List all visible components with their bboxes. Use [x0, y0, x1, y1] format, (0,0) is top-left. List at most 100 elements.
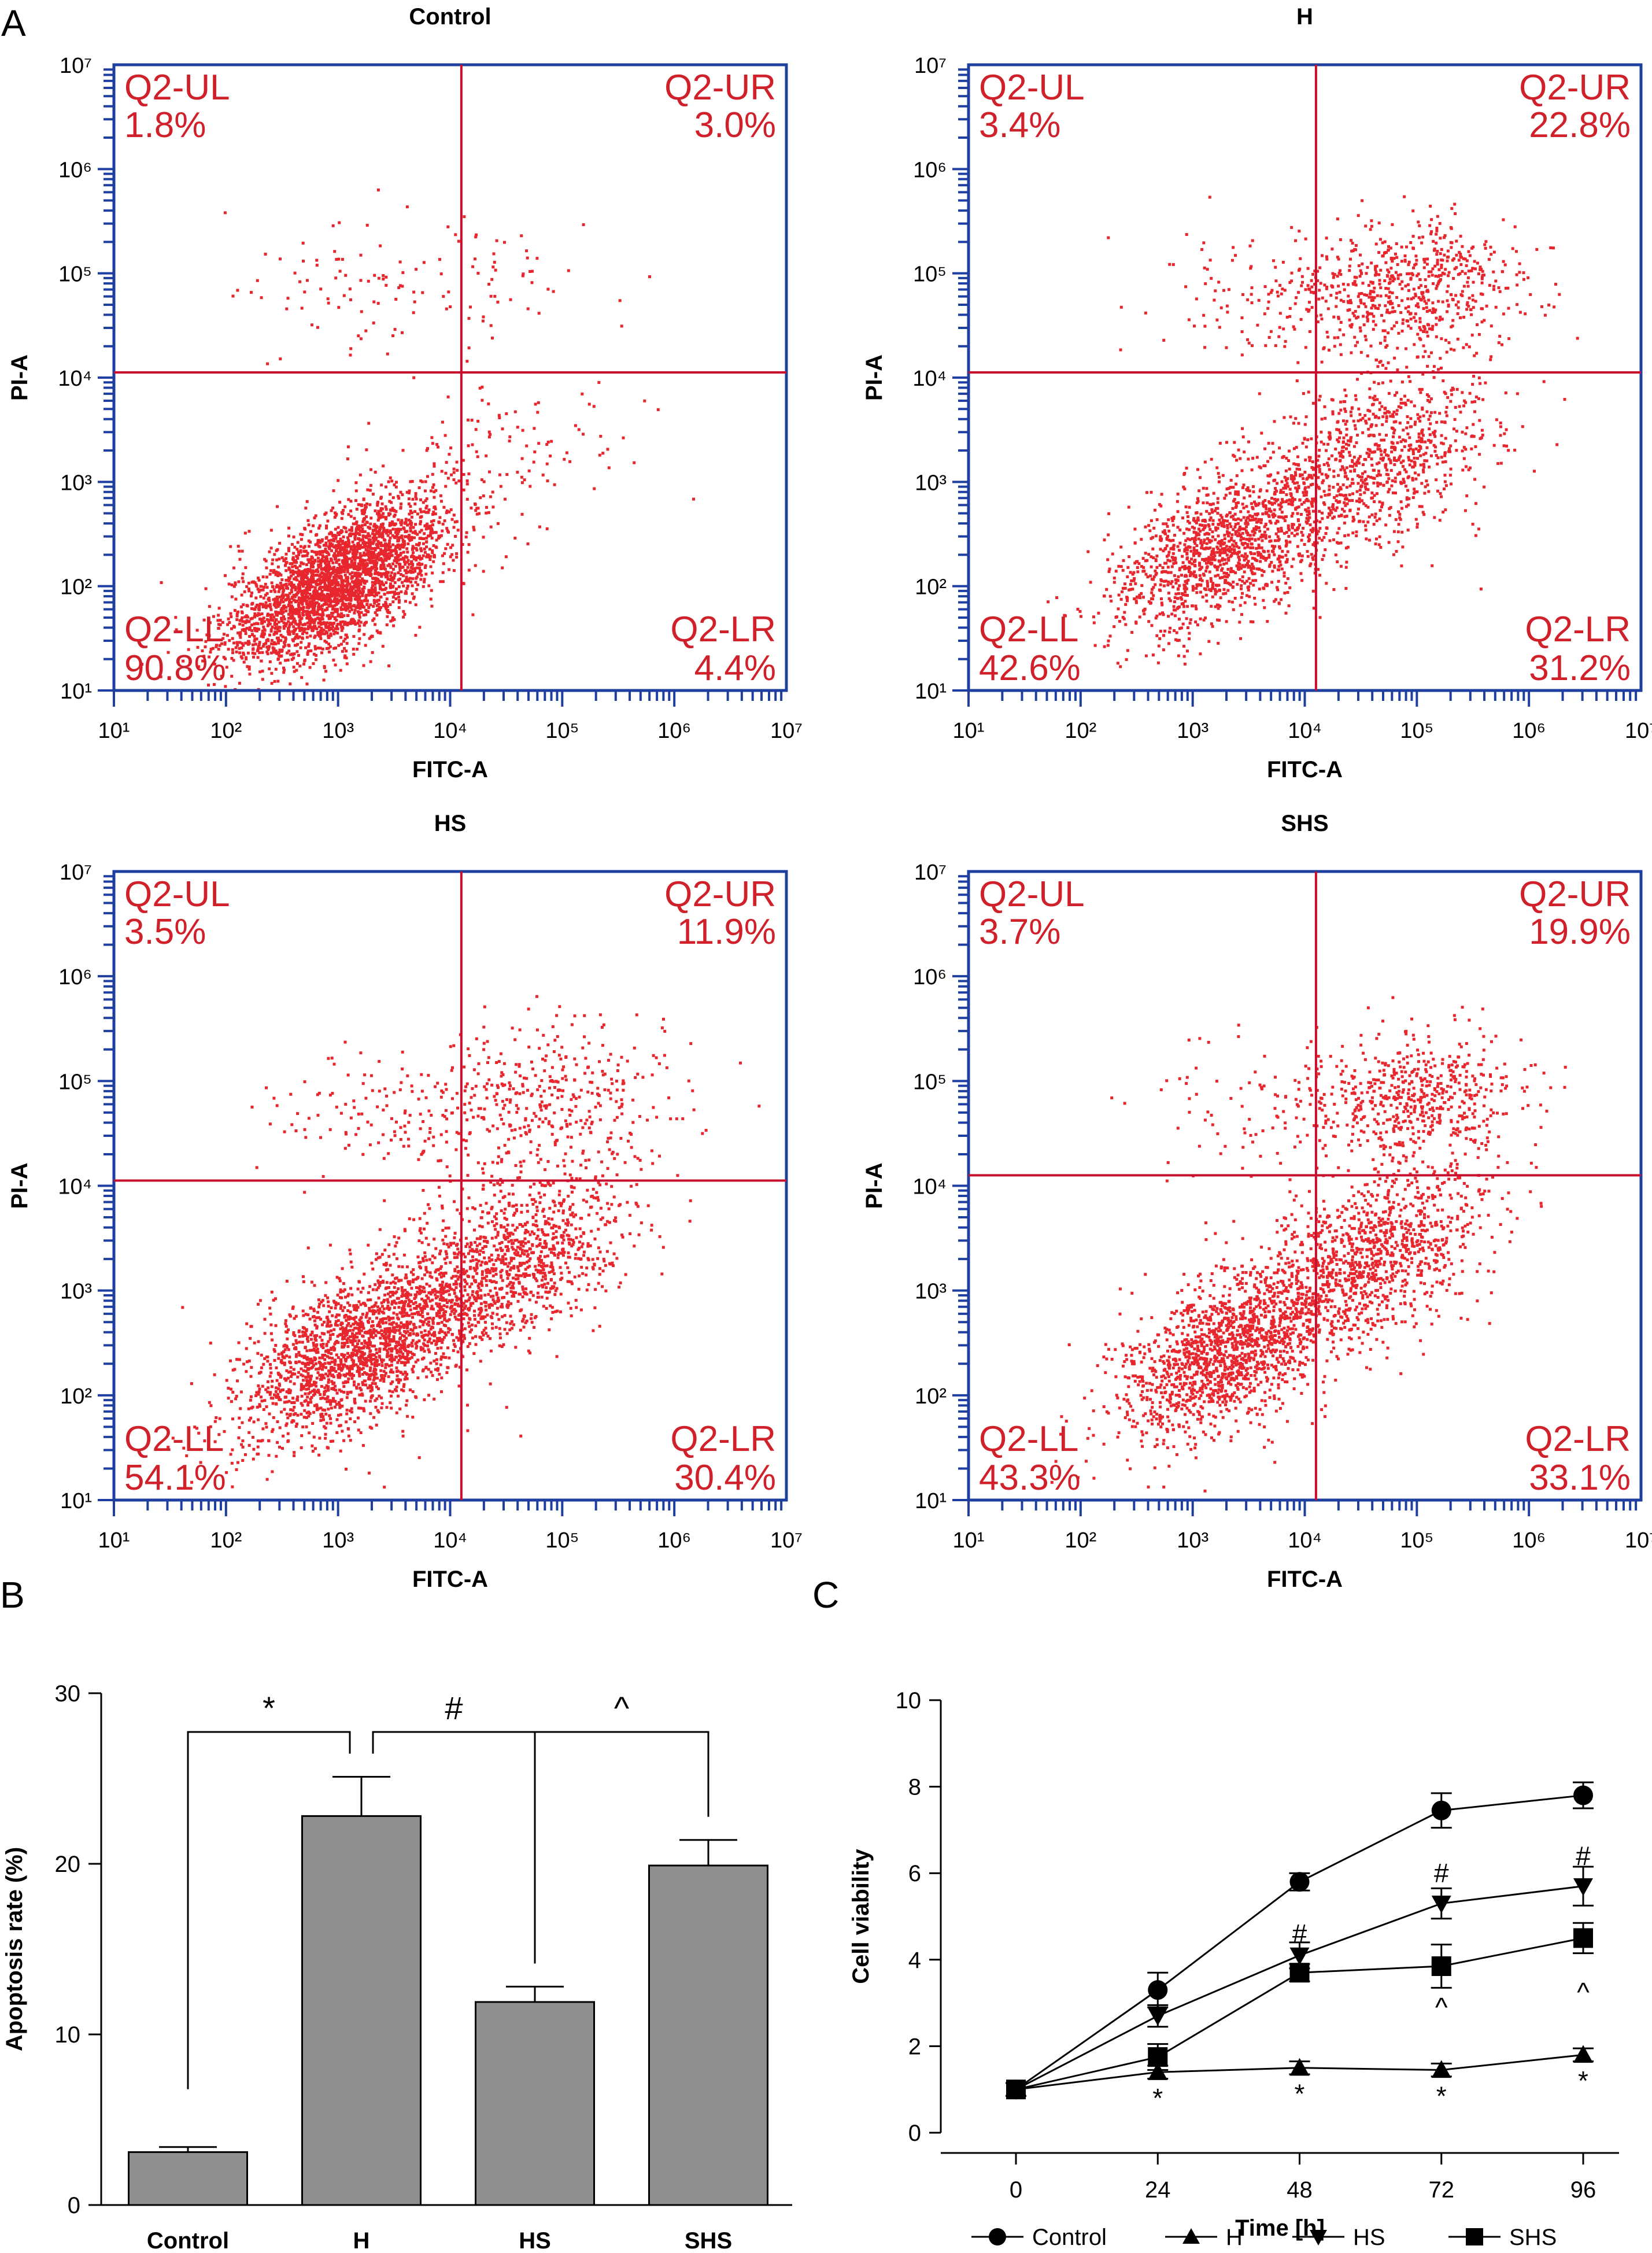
event-dot: [376, 504, 379, 507]
event-dot: [346, 597, 350, 600]
event-dot: [1160, 601, 1163, 605]
event-dot: [240, 610, 243, 614]
event-dot: [1092, 615, 1095, 619]
event-dot: [1208, 562, 1212, 564]
event-dot: [284, 578, 288, 582]
event-dot: [520, 234, 523, 238]
event-dot: [1277, 557, 1281, 560]
event-dot: [232, 641, 236, 645]
event-dot: [421, 291, 424, 294]
event-dot: [1280, 567, 1284, 571]
event-dot: [326, 578, 330, 581]
event-dot: [321, 571, 324, 575]
event-dot: [419, 510, 423, 514]
event-dot: [321, 613, 325, 616]
event-dot: [280, 619, 283, 623]
event-dot: [1322, 463, 1326, 466]
event-dot: [1236, 552, 1239, 556]
event-dot: [1246, 486, 1250, 489]
event-dot: [1260, 554, 1263, 557]
event-dot: [1353, 468, 1357, 471]
event-dot: [536, 411, 539, 414]
event-dot: [1167, 597, 1171, 600]
event-dot: [393, 513, 397, 516]
event-dot: [361, 538, 364, 541]
event-dot: [1225, 620, 1228, 623]
event-dot: [1367, 455, 1370, 459]
event-dot: [397, 518, 400, 522]
event-dot: [314, 543, 317, 546]
event-dot: [368, 489, 372, 492]
event-dot: [280, 586, 284, 589]
event-dot: [332, 622, 336, 625]
event-dot: [1307, 485, 1310, 489]
event-dot: [304, 610, 307, 613]
quadrant-name: Q2-LL: [124, 610, 224, 649]
event-dot: [497, 413, 501, 417]
event-dot: [1106, 644, 1110, 647]
event-dot: [349, 515, 353, 518]
event-dot: [300, 576, 304, 579]
event-dot: [1343, 468, 1346, 472]
event-dot: [508, 435, 512, 438]
event-dot: [1214, 592, 1217, 596]
event-dot: [349, 547, 353, 551]
event-dot: [306, 552, 309, 555]
event-dot: [356, 537, 360, 540]
event-dot: [264, 601, 268, 604]
event-dot: [1275, 489, 1278, 493]
event-dot: [359, 556, 362, 560]
event-dot: [393, 328, 397, 331]
event-dot: [339, 548, 343, 551]
event-dot: [376, 500, 380, 504]
event-dot: [282, 600, 285, 604]
event-dot: [358, 595, 361, 599]
event-dot: [1123, 611, 1126, 614]
event-dot: [496, 300, 500, 304]
event-dot: [1184, 539, 1188, 542]
event-dot: [248, 626, 252, 629]
event-dot: [1258, 496, 1261, 499]
event-dot: [289, 604, 292, 607]
event-dot: [429, 529, 433, 533]
event-dot: [174, 616, 178, 619]
event-dot: [365, 541, 368, 545]
event-dot: [1218, 548, 1222, 552]
event-dot: [369, 468, 372, 471]
event-dot: [273, 601, 276, 604]
event-dot: [269, 569, 272, 573]
panel-label-b: B: [0, 1574, 25, 1616]
event-dot: [404, 530, 407, 533]
event-dot: [415, 497, 418, 501]
event-dot: [363, 551, 366, 555]
event-dot: [232, 626, 236, 629]
event-dot: [363, 504, 367, 507]
event-dot: [400, 523, 403, 526]
event-dot: [219, 623, 222, 626]
event-dot: [1399, 500, 1403, 504]
event-dot: [1176, 526, 1180, 529]
event-dot: [1448, 450, 1452, 453]
event-dot: [402, 551, 405, 554]
event-dot: [319, 563, 323, 566]
event-dot: [1133, 597, 1136, 600]
event-dot: [317, 566, 320, 569]
event-dot: [565, 451, 568, 455]
event-dot: [1280, 501, 1283, 505]
event-dot: [1192, 519, 1195, 522]
event-dot: [316, 647, 320, 650]
event-dot: [277, 590, 280, 593]
event-dot: [1304, 508, 1307, 512]
event-dot: [656, 408, 660, 411]
event-dot: [1221, 474, 1225, 477]
event-dot: [320, 622, 324, 625]
event-dot: [412, 551, 415, 555]
event-dot: [412, 526, 415, 529]
event-dot: [1125, 658, 1128, 662]
event-dot: [1262, 557, 1266, 560]
event-dot: [340, 629, 343, 632]
event-dot: [330, 549, 333, 552]
event-dot: [1185, 467, 1188, 470]
event-dot: [377, 276, 380, 280]
event-dot: [230, 627, 233, 630]
